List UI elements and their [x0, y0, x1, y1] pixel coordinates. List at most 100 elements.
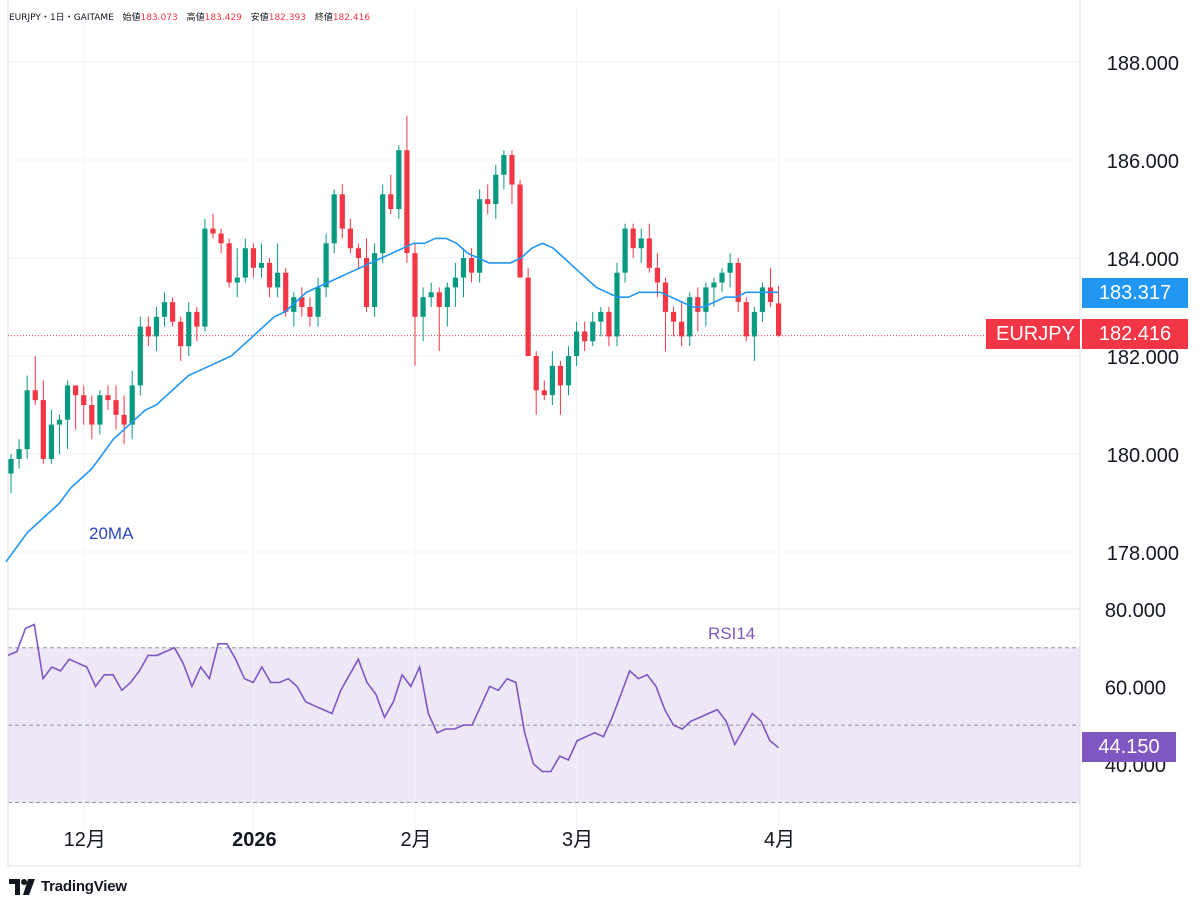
price-axis-label: 184.000: [1107, 249, 1179, 271]
candle-up: [751, 311, 757, 337]
candle-up: [380, 194, 386, 254]
candle-down: [105, 395, 111, 401]
header-source: GAITAME: [73, 13, 114, 23]
candle-down: [646, 238, 652, 268]
candle-down: [767, 287, 774, 303]
candle-down: [388, 194, 394, 209]
time-axis-label: 2026: [232, 829, 277, 851]
candle-up: [444, 287, 450, 307]
candle-down: [121, 414, 127, 425]
time-axis-label: 3月: [562, 829, 593, 851]
candle-down: [307, 307, 313, 317]
header-interval: 1日: [49, 13, 65, 23]
candle-up: [56, 419, 63, 425]
candle-down: [606, 311, 612, 337]
candle-up: [477, 199, 483, 273]
candle-down: [654, 267, 660, 283]
candle-down: [145, 326, 151, 337]
candle-up: [242, 248, 248, 278]
candle-down: [299, 297, 305, 307]
candle-down: [355, 248, 362, 258]
candle-down: [194, 311, 200, 327]
candle-down: [582, 331, 588, 342]
candle-up: [331, 194, 337, 244]
candle-down: [743, 302, 749, 337]
candle-up: [275, 272, 281, 288]
candle-up: [48, 424, 54, 459]
candle-down: [412, 253, 418, 317]
chart-header: EURJPY・1日・GAITAME 始値183.073 高値183.429 安値…: [9, 13, 371, 23]
candle-down: [250, 248, 256, 268]
candle-down: [533, 356, 539, 391]
candle-up: [129, 385, 135, 425]
candle-up: [574, 331, 580, 356]
ma20-line: [5, 237, 779, 563]
tradingview-logo[interactable]: TradingView: [9, 878, 127, 895]
candle-up: [186, 311, 192, 347]
candle-up: [202, 228, 208, 327]
header-close-label: 終値: [314, 13, 333, 23]
header-low-value: 182.393: [268, 13, 306, 23]
candle-up: [8, 458, 14, 474]
candle-up: [501, 155, 507, 175]
candle-down: [89, 405, 95, 425]
candle-down: [218, 233, 224, 244]
candle-down: [339, 194, 345, 229]
ma20-label: 20MA: [89, 524, 134, 543]
ma-price-tag: 183.317: [1082, 278, 1188, 308]
candle-up: [137, 326, 143, 386]
last-price-tag: 182.416: [1082, 319, 1188, 349]
time-axis-label: 4月: [764, 829, 795, 851]
candle-down: [630, 228, 636, 249]
tradingview-logo-text: TradingView: [41, 878, 127, 895]
candle-up: [323, 243, 329, 288]
rsi-label: RSI14: [708, 624, 755, 643]
candle-up: [428, 292, 434, 298]
rsi-line: [7, 623, 780, 773]
candle-up: [420, 297, 426, 317]
candle-up: [258, 262, 265, 268]
candle-up: [452, 277, 458, 288]
time-axis-label: 12月: [64, 829, 106, 851]
candle-up: [234, 277, 240, 283]
candle-down: [32, 390, 38, 401]
rsi-axis-label: 60.000: [1105, 677, 1166, 699]
candle-down: [113, 400, 119, 415]
candle-down: [170, 302, 176, 322]
header-low-label: 安値: [250, 13, 269, 23]
tradingview-logo-icon: [9, 878, 35, 895]
candle-up: [711, 282, 717, 288]
candle-up: [549, 365, 555, 396]
candle-up: [687, 297, 693, 337]
time-axis-label: 2月: [400, 829, 431, 851]
candle-up: [64, 385, 71, 420]
price-axis-label: 180.000: [1107, 445, 1179, 467]
candle-up: [16, 449, 22, 459]
candle-down: [776, 303, 782, 336]
candle-up: [24, 390, 30, 450]
candle-up: [372, 253, 378, 307]
candle-up: [598, 311, 604, 322]
candle-up: [622, 228, 628, 273]
rsi-value-tag: 44.150: [1082, 732, 1176, 762]
candle-up: [590, 321, 596, 342]
candle-down: [40, 400, 46, 459]
price-axis-label: 188.000: [1107, 53, 1179, 75]
header-open-label: 始値: [122, 13, 141, 23]
candle-up: [315, 287, 321, 317]
header-close-value: 182.416: [332, 13, 371, 23]
candle-up: [759, 287, 766, 312]
candle-down: [468, 258, 475, 273]
price-axis-label: 178.000: [1107, 543, 1179, 565]
header-high-label: 高値: [186, 13, 205, 23]
candle-down: [266, 262, 273, 288]
candle-up: [719, 272, 725, 283]
candle-up: [638, 238, 644, 249]
rsi-axis-label: 80.000: [1105, 600, 1166, 622]
candle-down: [509, 155, 515, 185]
candle-down: [347, 228, 353, 249]
header-high-value: 183.429: [204, 13, 242, 23]
header-symbol: EURJPY: [9, 13, 41, 23]
candle-down: [679, 321, 685, 337]
